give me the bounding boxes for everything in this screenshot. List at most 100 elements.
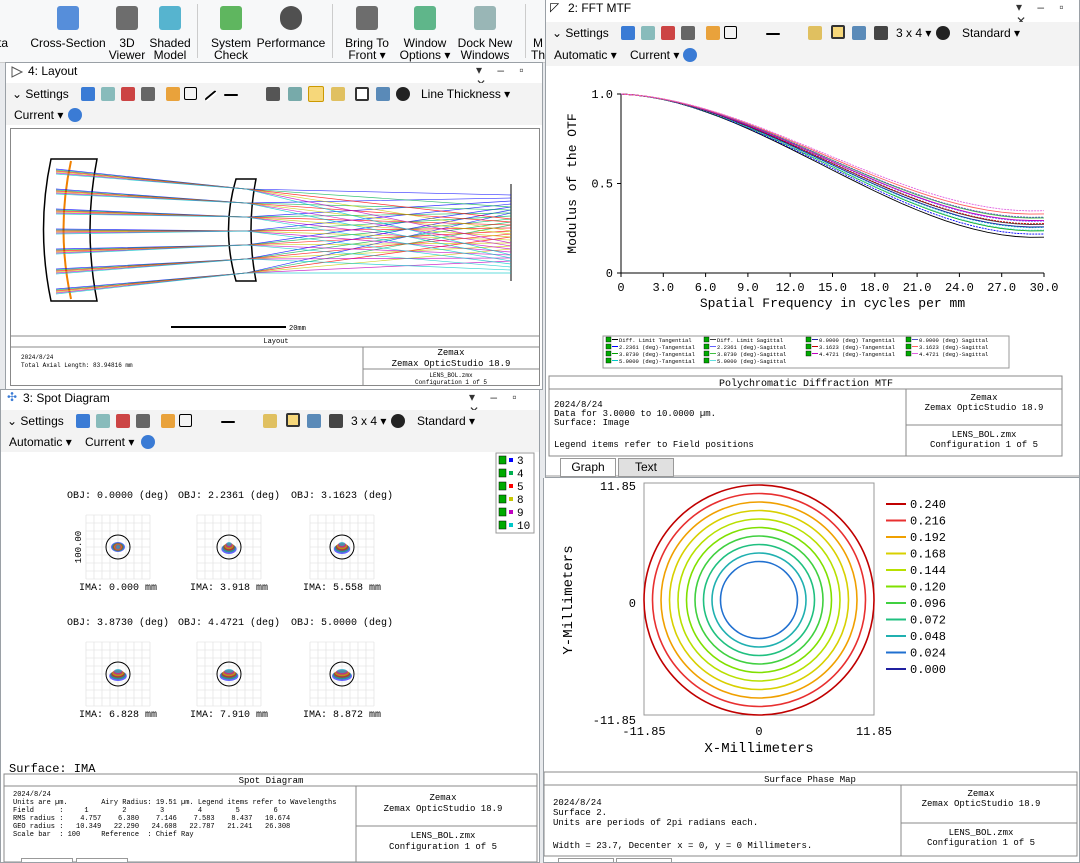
grid-menu[interactable]: 3 x 4 ▾: [896, 26, 931, 40]
save-icon[interactable]: [121, 87, 135, 101]
spot: [225, 669, 234, 673]
rect-icon[interactable]: [724, 26, 737, 39]
lens-2: [229, 179, 257, 281]
save-icon[interactable]: [116, 414, 130, 428]
copy-icon[interactable]: [101, 87, 115, 101]
legend-swatch: [606, 337, 611, 342]
field-ima: IMA: 8.872 mm: [303, 710, 381, 721]
help-icon[interactable]: [141, 435, 155, 449]
pencil-icon[interactable]: [706, 26, 720, 40]
footer-note: Field : 1 2 3 4 5 6: [13, 807, 278, 815]
x-tick-label: 12.0: [776, 281, 805, 295]
print-icon[interactable]: [141, 87, 155, 101]
plot-title: Layout: [263, 338, 288, 346]
mtf-curve: [621, 94, 1044, 221]
automatic-menu[interactable]: Automatic ▾: [9, 435, 72, 449]
spot: [116, 545, 120, 549]
ribbon-label[interactable]: Performance: [251, 37, 331, 49]
legend-swatch: [906, 337, 911, 342]
line-thickness-menu[interactable]: Line Thickness ▾: [421, 87, 510, 101]
pencil-icon[interactable]: [166, 87, 180, 101]
legend-label: 3: [517, 456, 524, 468]
layers-icon[interactable]: [874, 26, 888, 40]
window-icon2[interactable]: [376, 87, 390, 101]
current-menu[interactable]: Current ▾: [85, 435, 134, 449]
tab[interactable]: Text: [76, 858, 128, 863]
zoom-icon[interactable]: [308, 86, 324, 102]
settings-button[interactable]: ⌄ Settings: [7, 414, 64, 428]
contour: [661, 502, 857, 698]
layout-icon[interactable]: [355, 87, 369, 101]
automatic-menu[interactable]: Automatic ▾: [554, 48, 617, 62]
lock-icon[interactable]: [263, 414, 277, 428]
tab[interactable]: Graph: [21, 858, 73, 863]
line-icon[interactable]: [221, 421, 235, 423]
rect-icon[interactable]: [184, 87, 197, 100]
spot: [337, 669, 347, 673]
print-icon[interactable]: [136, 414, 150, 428]
settings-label[interactable]: Settings: [20, 414, 63, 428]
current-menu[interactable]: Current ▾: [14, 108, 63, 122]
x-axis-label: Spatial Frequency in cycles per mm: [700, 296, 965, 311]
settings-button[interactable]: ⌄ Settings: [552, 26, 609, 40]
save-icon[interactable]: [661, 26, 675, 40]
standard-menu[interactable]: Standard ▾: [962, 26, 1020, 40]
copy-icon[interactable]: [641, 26, 655, 40]
legend-label: 0.000: [910, 663, 946, 677]
line-icon[interactable]: [224, 94, 238, 96]
tab[interactable]: Text: [618, 458, 674, 477]
window-icon: ◸: [550, 0, 559, 14]
y-tick-label: 0: [629, 597, 636, 611]
current-menu[interactable]: Current ▾: [630, 48, 679, 62]
clock-icon[interactable]: [391, 414, 405, 428]
help-icon[interactable]: [68, 108, 82, 122]
lock-icon[interactable]: [808, 26, 822, 40]
settings-label[interactable]: Settings: [565, 26, 608, 40]
refresh-icon[interactable]: [76, 414, 90, 428]
footer-note: 2024/8/24: [13, 791, 51, 799]
width-note: Width = 23.7, Decenter x = 0, y = 0 Mill…: [553, 841, 812, 851]
legend-label: 0.120: [910, 581, 946, 595]
ribbon-icon: [356, 6, 378, 30]
x-tick-label: 15.0: [818, 281, 847, 295]
refresh-icon[interactable]: [81, 87, 95, 101]
lock-icon[interactable]: [331, 87, 345, 101]
refresh-icon[interactable]: [621, 26, 635, 40]
pencil-icon[interactable]: [161, 414, 175, 428]
y-axis-label: Y-Millimeters: [561, 545, 577, 654]
layout-icon[interactable]: [831, 25, 845, 39]
tab[interactable]: Text: [616, 858, 672, 863]
hbar-icon[interactable]: [266, 87, 280, 101]
copy-icon[interactable]: [96, 414, 110, 428]
x-tick-label: 21.0: [903, 281, 932, 295]
settings-label[interactable]: Settings: [25, 87, 68, 101]
legend-label: 2.2361 (deg)-Sagittal: [717, 344, 786, 351]
layers-icon[interactable]: [329, 414, 343, 428]
window-title: 4: Layout: [28, 64, 77, 78]
legend-color: [509, 497, 513, 501]
pan-icon[interactable]: [288, 87, 302, 101]
clock-icon[interactable]: [396, 87, 410, 101]
legend-label: Diff. Limit Tangential: [619, 337, 692, 344]
line-icon[interactable]: [766, 33, 780, 35]
field-ima: IMA: 0.000 mm: [79, 583, 157, 594]
footer-note: Scale bar : 100 Reference : Chief Ray: [13, 831, 194, 839]
settings-button[interactable]: ⌄ Settings: [12, 87, 69, 101]
x-tick-label: 11.85: [856, 725, 892, 739]
layout-icon[interactable]: [286, 413, 300, 427]
mtf-plot: Polychromatic Diffraction MTF Legend ite…: [546, 66, 1080, 478]
clock-icon[interactable]: [936, 26, 950, 40]
ribbon-label[interactable]: Check: [191, 49, 271, 61]
window-icon: ✣: [7, 390, 17, 404]
help-icon[interactable]: [683, 48, 697, 62]
print-icon[interactable]: [681, 26, 695, 40]
standard-menu[interactable]: Standard ▾: [417, 414, 475, 428]
rect-icon[interactable]: [179, 414, 192, 427]
tab[interactable]: Graph: [558, 858, 614, 863]
tab[interactable]: Graph: [560, 458, 616, 477]
grid-menu[interactable]: 3 x 4 ▾: [351, 414, 386, 428]
window-icon2[interactable]: [307, 414, 321, 428]
arrow-icon[interactable]: [204, 90, 217, 102]
legend-swatch: [704, 358, 709, 363]
window-icon2[interactable]: [852, 26, 866, 40]
